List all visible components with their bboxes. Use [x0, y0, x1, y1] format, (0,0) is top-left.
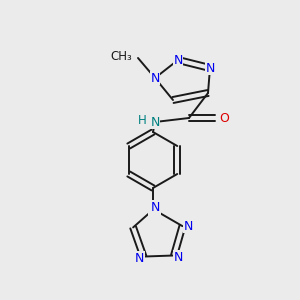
- Text: N: N: [173, 251, 183, 264]
- Text: H: H: [138, 115, 147, 128]
- Text: N: N: [205, 61, 215, 74]
- Text: N: N: [135, 252, 144, 265]
- Text: N: N: [150, 116, 160, 128]
- Text: N: N: [151, 201, 160, 214]
- Text: N: N: [173, 53, 183, 67]
- Text: N: N: [150, 71, 160, 85]
- Text: N: N: [148, 203, 158, 217]
- Text: N: N: [184, 220, 193, 232]
- Text: O: O: [219, 112, 229, 124]
- Text: CH₃: CH₃: [110, 50, 132, 62]
